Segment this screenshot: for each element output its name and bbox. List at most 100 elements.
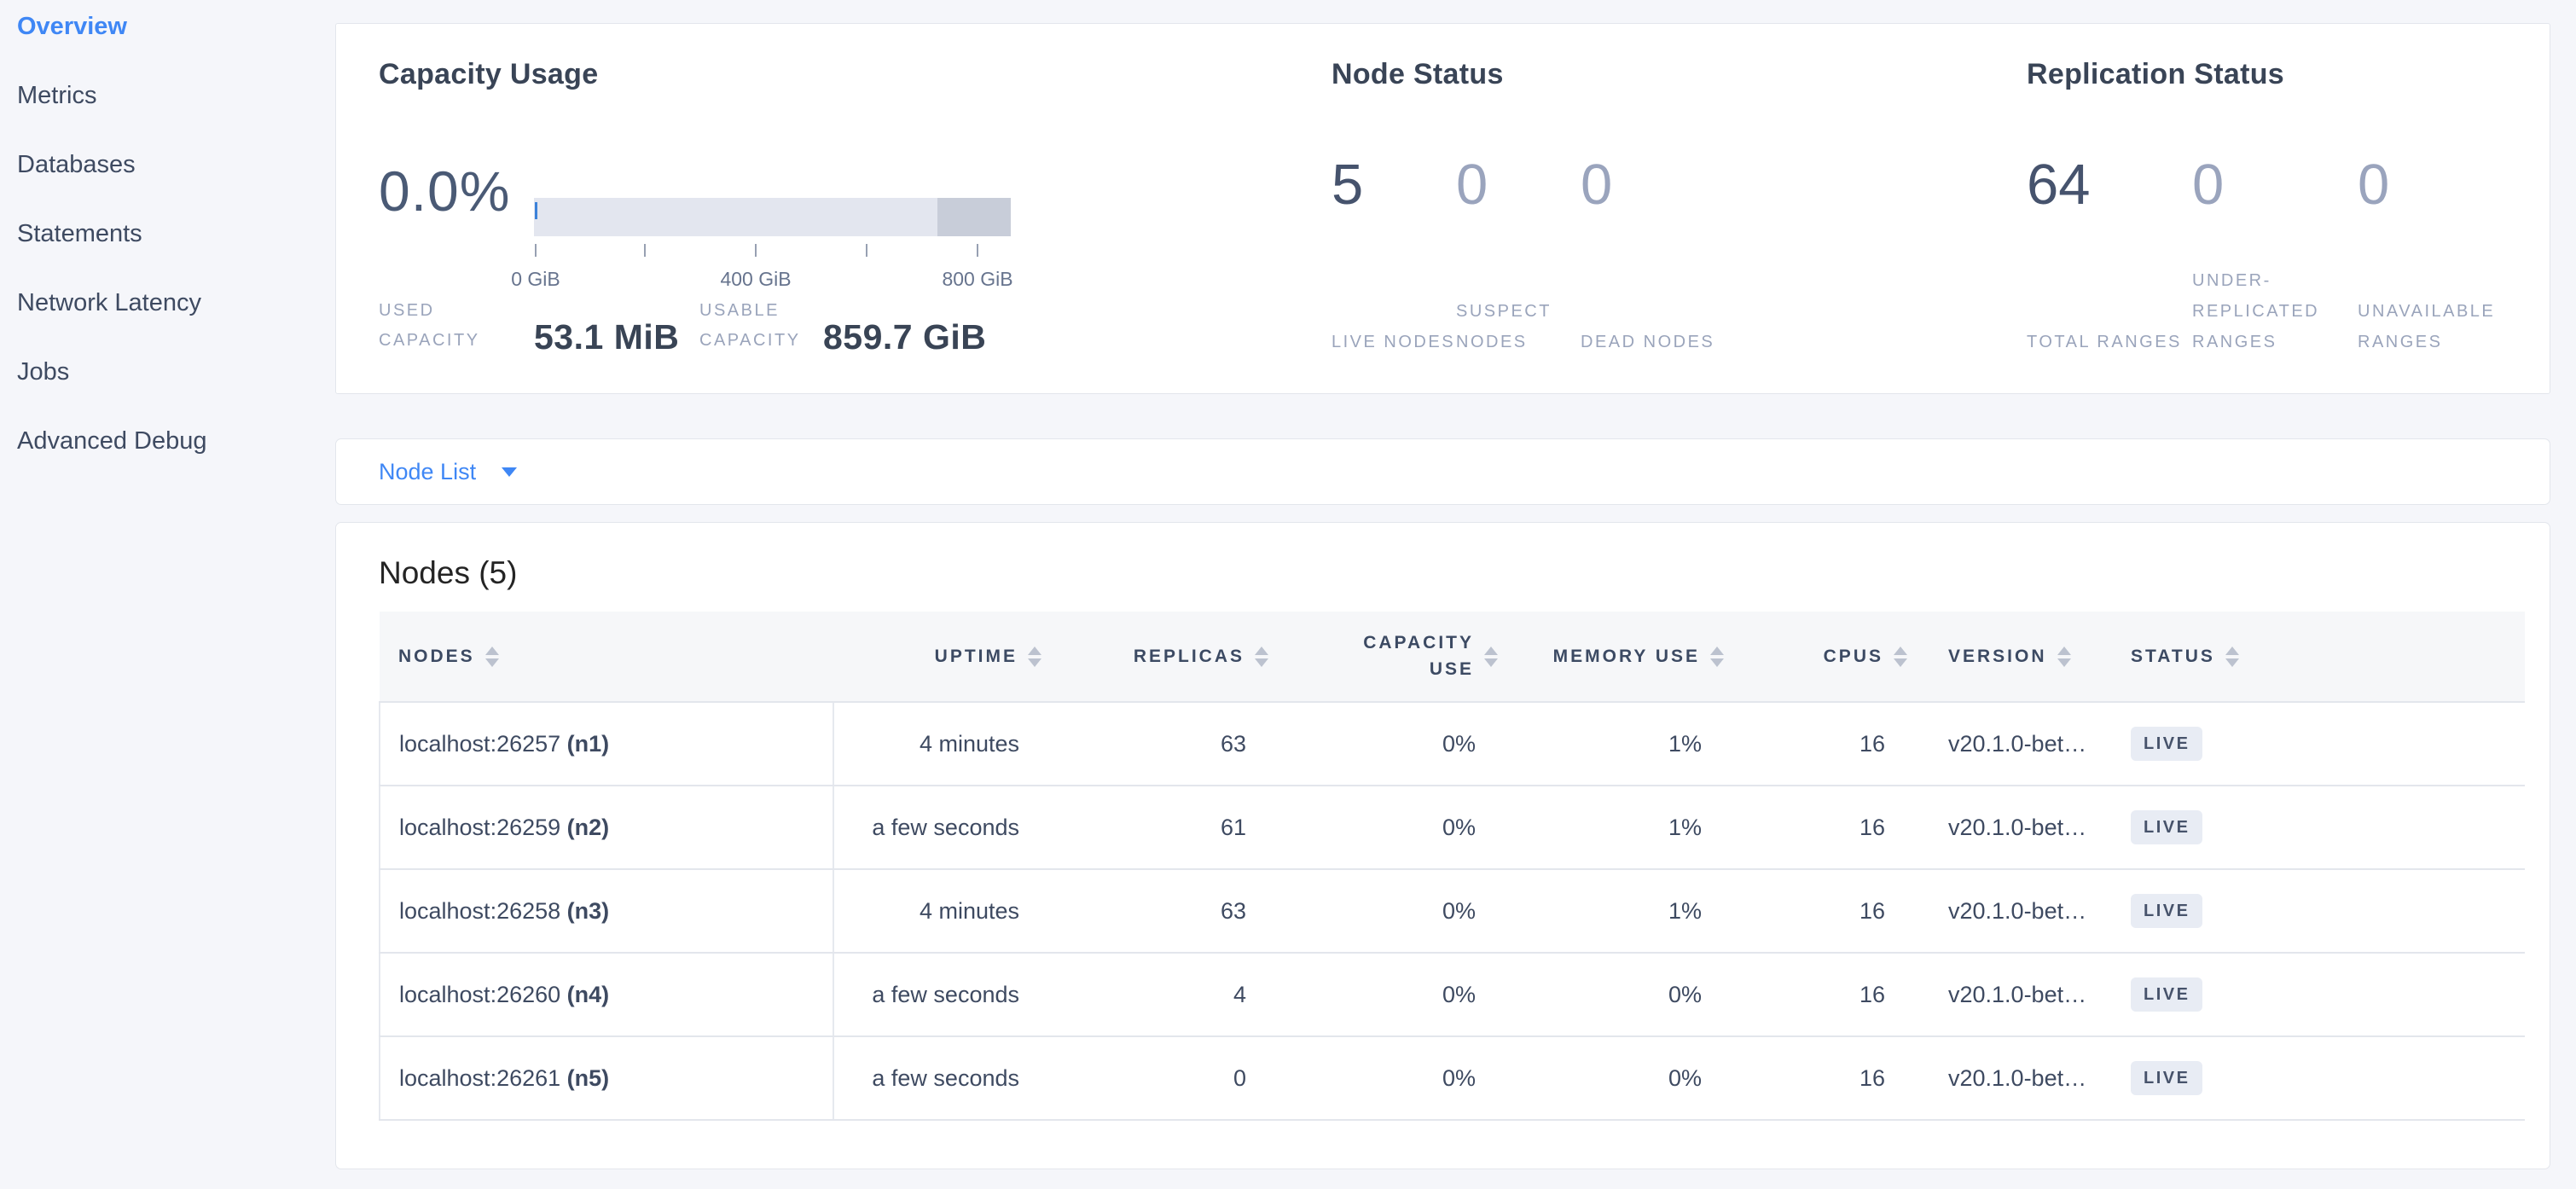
column-label: VERSION — [1948, 646, 2047, 666]
live-nodes-label: LIVE NODES — [1332, 333, 1456, 351]
nodes-section-title: Nodes (5) — [379, 555, 518, 590]
column-header-memory-use[interactable]: MEMORY USE — [1510, 612, 1736, 703]
column-label: CAPACITY USE — [1363, 633, 1474, 679]
unavailable-ranges-stat: 0 UNAVAILABLE RANGES — [2358, 152, 2537, 357]
chevron-down-icon[interactable] — [502, 467, 518, 477]
sidebar-item-metrics[interactable]: Metrics — [17, 82, 97, 109]
capacity-gauge-ticks — [534, 244, 1011, 258]
status-badge: LIVE — [2131, 894, 2203, 928]
sort-icon[interactable] — [1484, 646, 1498, 667]
capacity-used-percent: 0.0% — [379, 160, 511, 223]
gauge-tick — [866, 244, 867, 257]
column-header-replicas[interactable]: REPLICAS — [1053, 612, 1280, 703]
unavailable-ranges-label: UNAVAILABLE RANGES — [2358, 302, 2496, 351]
gauge-tick — [977, 244, 978, 257]
version-cell: v20.1.0-bet… — [1919, 702, 2103, 786]
cpus-cell: 16 — [1736, 953, 1919, 1037]
cpus-cell: 16 — [1736, 1036, 1919, 1121]
uptime-cell: 4 minutes — [833, 869, 1053, 954]
column-label: REPLICAS — [1133, 646, 1244, 666]
sort-icon[interactable] — [1028, 646, 1041, 667]
node-id: (n4) — [566, 981, 610, 1007]
capacity-use-cell: 0% — [1280, 786, 1510, 870]
replicas-cell: 63 — [1053, 702, 1280, 786]
capacity-gauge-used-marker — [535, 202, 537, 219]
node-address-cell[interactable]: localhost:26260 (n4) — [379, 953, 834, 1037]
column-header-nodes[interactable]: NODES — [380, 612, 833, 703]
status-cell: LIVE — [2103, 786, 2525, 870]
sort-icon[interactable] — [484, 646, 499, 667]
capacity-gauge-track — [534, 198, 1011, 236]
replicas-cell: 0 — [1053, 1036, 1280, 1121]
sidebar-item-overview[interactable]: Overview — [17, 13, 127, 40]
table-row: localhost:26257 (n1) 4 minutes 63 0% 1% … — [379, 702, 2525, 786]
capacity-usage-title: Capacity Usage — [379, 58, 599, 90]
main-content: Capacity Usage 0.0% 0 GiB 400 GiB — [335, 0, 2550, 1169]
sort-icon[interactable] — [1710, 646, 1724, 667]
column-header-uptime[interactable]: UPTIME — [833, 612, 1053, 703]
replication-status-stats: 64 TOTAL RANGES 0 UNDER-REPLICATED RANGE… — [2027, 152, 2537, 357]
sort-icon[interactable] — [1255, 646, 1268, 667]
table-header-row: NODES UPTIME REPLICAS CAPACITY USE MEMOR… — [380, 612, 2525, 703]
suspect-nodes-value: 0 — [1456, 153, 1488, 217]
cpus-cell: 16 — [1736, 869, 1919, 954]
version-cell: v20.1.0-bet… — [1919, 953, 2103, 1037]
node-status-stats: 5 LIVE NODES 0 SUSPECT NODES 0 DEAD NODE… — [1332, 152, 1717, 357]
nodes-card: Nodes (5) NODES UPTIME REPLICAS — [335, 522, 2550, 1169]
table-row: localhost:26261 (n5) a few seconds 0 0% … — [379, 1036, 2525, 1121]
node-id: (n3) — [566, 897, 610, 924]
sidebar-item-network-latency[interactable]: Network Latency — [17, 289, 201, 316]
column-header-version[interactable]: VERSION — [1919, 612, 2103, 703]
under-replicated-ranges-value: 0 — [2192, 153, 2225, 217]
capacity-stats: USED CAPACITY 53.1 MiB USABLE CAPACITY 8… — [379, 301, 1326, 357]
sort-icon[interactable] — [1894, 646, 1907, 667]
uptime-cell: a few seconds — [833, 953, 1053, 1037]
total-ranges-label: TOTAL RANGES — [2027, 333, 2182, 351]
column-label: NODES — [398, 646, 475, 666]
column-header-status[interactable]: STATUS — [2103, 612, 2525, 703]
total-ranges-value: 64 — [2027, 153, 2091, 217]
sidebar-nav-list: Overview Metrics Databases Statements Ne… — [17, 2, 335, 485]
node-id: (n1) — [566, 730, 610, 757]
memory-use-cell: 1% — [1510, 702, 1736, 786]
node-list-dropdown[interactable]: Node List — [379, 458, 477, 484]
node-address-cell[interactable]: localhost:26259 (n2) — [379, 786, 834, 870]
status-cell: LIVE — [2103, 869, 2525, 954]
column-label: MEMORY USE — [1552, 646, 1700, 666]
uptime-cell: a few seconds — [833, 786, 1053, 870]
column-header-cpus[interactable]: CPUS — [1736, 612, 1919, 703]
sidebar-item-advanced-debug[interactable]: Advanced Debug — [17, 427, 207, 455]
column-label: STATUS — [2131, 646, 2215, 666]
version-cell: v20.1.0-bet… — [1919, 1036, 2103, 1121]
under-replicated-ranges-stat: 0 UNDER-REPLICATED RANGES — [2192, 152, 2358, 357]
node-address-cell[interactable]: localhost:26258 (n3) — [379, 869, 834, 954]
memory-use-cell: 0% — [1510, 1036, 1736, 1121]
memory-use-cell: 0% — [1510, 953, 1736, 1037]
status-cell: LIVE — [2103, 953, 2525, 1037]
nodes-table: NODES UPTIME REPLICAS CAPACITY USE MEMOR… — [379, 612, 2525, 1121]
dead-nodes-value: 0 — [1581, 153, 1613, 217]
column-label: CPUS — [1823, 646, 1883, 666]
node-address-cell[interactable]: localhost:26261 (n5) — [379, 1036, 834, 1121]
sidebar-item-statements[interactable]: Statements — [17, 220, 142, 247]
sidebar-item-databases[interactable]: Databases — [17, 151, 136, 178]
column-header-capacity-use[interactable]: CAPACITY USE — [1280, 612, 1510, 703]
node-address: localhost:26257 — [399, 730, 561, 757]
node-address: localhost:26258 — [399, 897, 561, 924]
version-cell: v20.1.0-bet… — [1919, 786, 2103, 870]
used-capacity-value: 53.1 MiB — [534, 317, 680, 357]
capacity-use-cell: 0% — [1280, 1036, 1510, 1121]
status-cell: LIVE — [2103, 702, 2525, 786]
sort-icon[interactable] — [2225, 646, 2239, 667]
gauge-axis-label: 800 GiB — [942, 268, 1013, 290]
capacity-gauge-other-segment — [937, 198, 1011, 236]
sort-icon[interactable] — [2057, 646, 2071, 667]
cpus-cell: 16 — [1736, 702, 1919, 786]
uptime-cell: 4 minutes — [833, 702, 1053, 786]
usable-capacity-label: USABLE CAPACITY — [699, 301, 801, 350]
suspect-nodes-label: SUSPECT NODES — [1456, 302, 1552, 351]
capacity-use-cell: 0% — [1280, 953, 1510, 1037]
node-address-cell[interactable]: localhost:26257 (n1) — [379, 702, 834, 786]
sidebar-item-jobs[interactable]: Jobs — [17, 358, 70, 386]
gauge-tick — [755, 244, 757, 257]
